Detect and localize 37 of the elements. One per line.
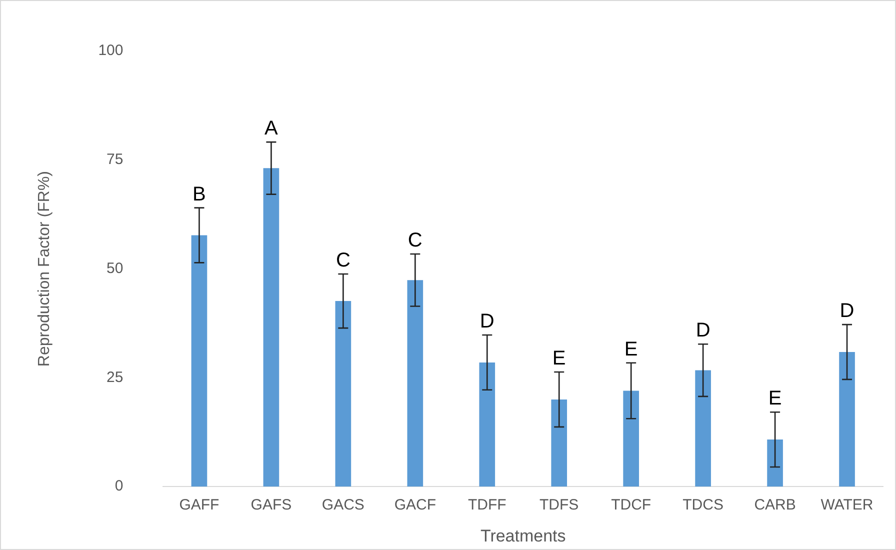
- y-axis-title: Reproduction Factor (FR%): [36, 170, 54, 367]
- x-tick-label: TDFF: [468, 496, 506, 514]
- annotation: B: [192, 183, 206, 206]
- y-tick-label: 50: [106, 260, 124, 277]
- x-tick-label: GACS: [322, 496, 364, 514]
- x-tick-label: GAFF: [179, 496, 220, 514]
- bar: [191, 235, 208, 487]
- annotation: D: [840, 300, 854, 322]
- y-tick-label: 0: [114, 478, 124, 495]
- y-tick-label: 75: [106, 151, 124, 168]
- annotation: D: [480, 310, 494, 333]
- x-tick-label: TDCF: [611, 496, 652, 514]
- bar: [407, 280, 424, 487]
- x-tick-label: GACF: [394, 496, 436, 514]
- bar: [695, 370, 711, 487]
- y-tick-label: 100: [98, 42, 124, 60]
- x-tick-label: GAFS: [250, 496, 292, 514]
- annotation: C: [336, 250, 350, 272]
- x-axis-title: Treatments: [480, 526, 566, 546]
- bar: [263, 168, 280, 487]
- annotation: C: [408, 230, 422, 252]
- x-tick-label: TDFS: [540, 496, 579, 514]
- annotation: A: [264, 118, 279, 140]
- annotation: E: [552, 348, 566, 370]
- bar: [551, 399, 568, 487]
- bar: [767, 440, 783, 487]
- annotation: E: [624, 338, 638, 360]
- x-tick-label: CARB: [754, 496, 796, 514]
- bar: [623, 390, 639, 487]
- bar: [335, 301, 352, 487]
- y-tick-label: 25: [106, 368, 124, 386]
- x-tick-label: WATER: [820, 496, 874, 514]
- annotation: D: [696, 320, 710, 342]
- annotation: E: [768, 388, 782, 410]
- bar: [839, 352, 855, 487]
- bar: [479, 362, 496, 487]
- x-tick-label: TDCS: [682, 496, 724, 514]
